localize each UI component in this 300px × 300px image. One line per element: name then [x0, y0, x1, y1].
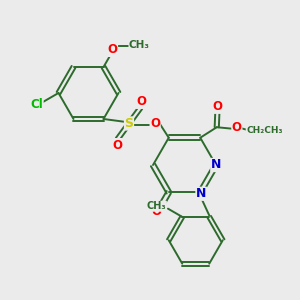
Text: O: O [150, 117, 160, 130]
Text: O: O [212, 100, 222, 113]
Text: O: O [232, 121, 242, 134]
Text: CH₃: CH₃ [129, 40, 150, 50]
Text: N: N [196, 187, 206, 200]
Text: O: O [136, 95, 146, 108]
Text: CH₂CH₃: CH₂CH₃ [246, 126, 283, 135]
Text: O: O [112, 139, 122, 152]
Text: Cl: Cl [30, 98, 43, 112]
Text: O: O [151, 205, 161, 218]
Text: N: N [211, 158, 221, 172]
Text: S: S [124, 117, 134, 130]
Text: CH₃: CH₃ [147, 201, 166, 211]
Text: O: O [107, 44, 118, 56]
